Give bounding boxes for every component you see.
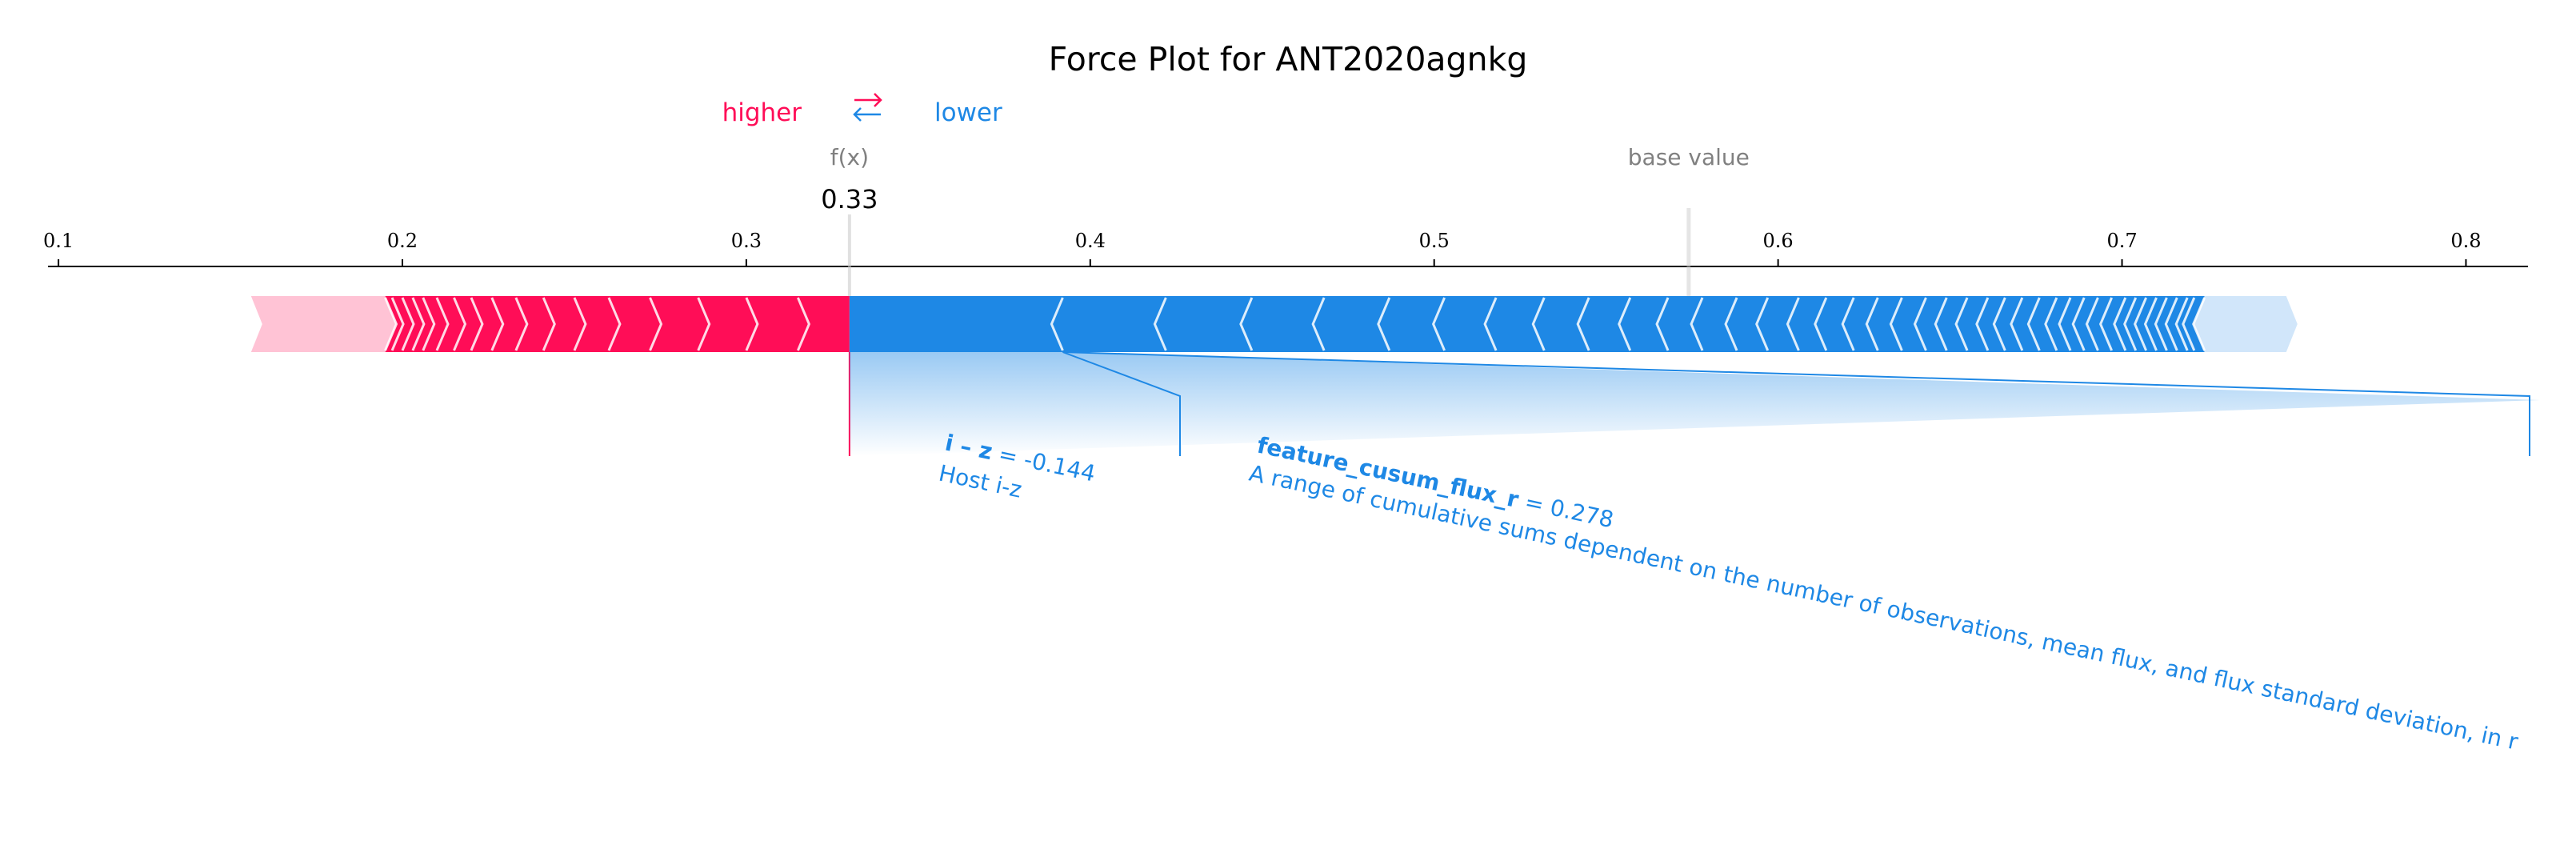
negative-chevron [2154,297,2168,351]
negative-chevron [2010,297,2024,351]
feature-shade [849,352,2540,456]
x-tick-label: 0.7 [2106,230,2137,252]
x-tick-label: 0.8 [2450,230,2481,252]
negative-chevron [1755,297,1770,351]
x-tick-label: 0.2 [387,230,418,252]
negative-chevron [1377,297,1391,351]
feature-shading [849,352,2540,456]
negative-chevron [1618,297,1632,351]
legend: higher lower [722,93,1002,127]
x-tick-label: 0.3 [731,230,762,252]
negative-chevron [1913,297,1927,351]
feature-description-label: A range of cumulative sums dependent on … [1247,460,2521,755]
base-value-label: base value [1628,144,1750,170]
negative-chevron [1889,297,1903,351]
feature-connector [1062,351,2530,456]
negative-chevron [2123,297,2138,351]
negative-chevron [2133,297,2148,351]
negative-chevron [1153,297,1167,351]
positive-tail-segment [250,296,397,352]
negative-tail-segment [2193,296,2298,352]
negative-chevron [1431,297,1446,351]
positive-chevron [649,297,663,351]
negative-force-bar [849,296,2205,352]
negative-chevron [2113,297,2127,351]
negative-chevron [2044,297,2058,351]
negative-chevron [2192,297,2206,351]
positive-chevron [797,297,811,351]
x-tick-label: 0.1 [43,230,74,252]
legend-lower-label: lower [934,98,1002,127]
fx-label: f(x) [830,144,869,170]
positive-chevron [697,297,711,351]
negative-chevron [1865,297,1879,351]
x-tick-label: 0.6 [1763,230,1794,252]
negative-chevron [1934,297,1948,351]
legend-higher-label: higher [722,98,802,127]
x-axis: 0.1 0.2 0.3 0.4 0.5 0.6 0.7 0.8 [43,230,2528,267]
positive-chevron [573,297,587,351]
negative-chevron [1050,297,1064,351]
force-bars [250,296,2298,352]
negative-chevron [1814,297,1828,351]
positive-chevron [490,297,505,351]
negative-chevron [1786,297,1800,351]
negative-chevron [2058,297,2072,351]
negative-chevron [1483,297,1498,351]
positive-chevron [390,297,405,351]
negative-chevron [2182,297,2196,351]
positive-chevron [411,297,426,351]
negative-chevron [1992,297,2006,351]
negative-chevron [2174,297,2189,351]
positive-chevron [514,297,529,351]
positive-chevron [453,297,467,351]
negative-chevron [1311,297,1326,351]
positive-chevron [745,297,759,351]
positive-chevron [542,297,556,351]
negative-chevron [1690,297,1704,351]
positive-chevron [470,297,484,351]
negative-chevron [1975,297,1990,351]
negative-chevron [2026,297,2041,351]
negative-chevron [1724,297,1738,351]
negative-chevron [2099,297,2114,351]
chart-title: Force Plot for ANT2020agnkg [1049,40,1528,78]
negative-chevron [1954,297,1969,351]
negative-chevron [1655,297,1670,351]
negative-chevron [1841,297,1855,351]
x-tick-label: 0.4 [1075,230,1106,252]
negative-chevron [2071,297,2086,351]
x-tick-label: 0.5 [1419,230,1450,252]
feature-connector [1062,351,1181,456]
negative-chevron [2164,297,2178,351]
negative-chevron [1239,297,1254,351]
positive-chevron [401,297,415,351]
fx-value: 0.33 [821,184,878,214]
positive-chevron [435,297,450,351]
positive-force-bar [385,296,850,352]
negative-chevron [1576,297,1590,351]
negative-chevron [2143,297,2158,351]
positive-chevron [422,297,436,351]
negative-chevron [2085,297,2099,351]
legend-arrows-icon [853,93,882,122]
positive-chevron [384,297,398,351]
negative-chevron [1531,297,1546,351]
positive-chevron [607,297,622,351]
